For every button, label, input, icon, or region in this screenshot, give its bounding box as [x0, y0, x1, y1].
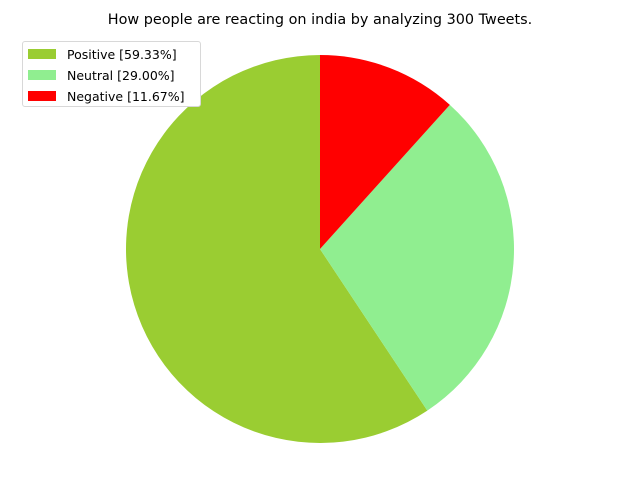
pie-slice-positive [125, 55, 428, 444]
legend-label-negative: Negative [11.67%] [67, 88, 185, 104]
legend-item-positive: Positive [59.33%] [28, 46, 177, 62]
legend-swatch-positive [28, 49, 56, 59]
legend-item-neutral: Neutral [29.00%] [28, 67, 175, 83]
legend: Positive [59.33%] Neutral [29.00%] Negat… [22, 41, 201, 107]
legend-label-positive: Positive [59.33%] [67, 46, 177, 62]
legend-item-negative: Negative [11.67%] [28, 88, 185, 104]
legend-label-neutral: Neutral [29.00%] [67, 67, 175, 83]
pie-slices [125, 55, 514, 444]
legend-swatch-negative [28, 91, 56, 101]
pie-slice-neutral [320, 104, 514, 411]
chart-title: How people are reacting on india by anal… [107, 12, 533, 28]
pie-slice-negative [320, 55, 450, 249]
legend-swatch-neutral [28, 70, 56, 80]
